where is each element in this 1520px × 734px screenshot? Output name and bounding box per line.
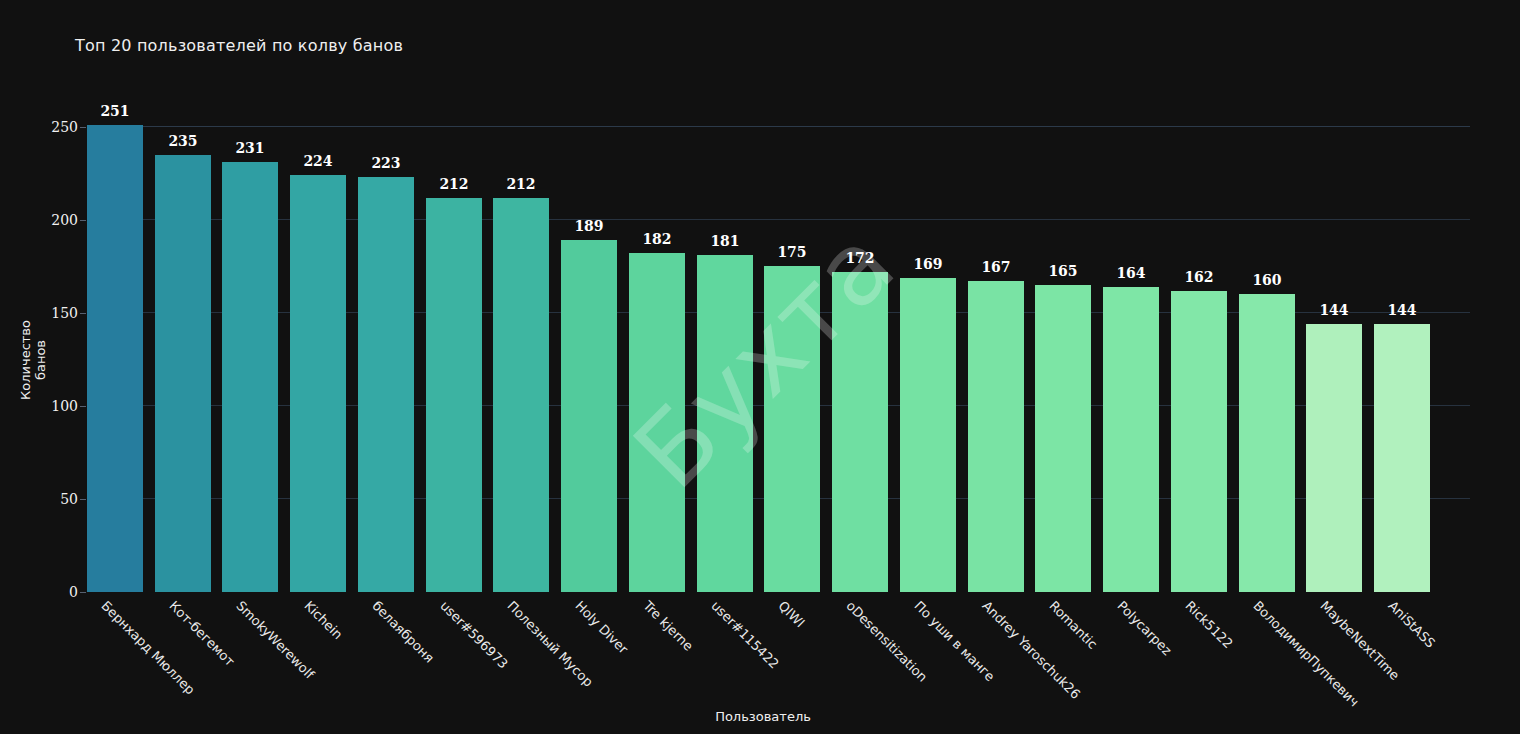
bar-16 [1171, 291, 1227, 592]
bar-value-label-9: 181 [710, 233, 739, 249]
x-tick-label-19: AniStASS [1385, 598, 1438, 651]
plot-area: 251 235 231 224 223 212 212 189 182 181 175 172 169 1… [87, 0, 1470, 592]
bar-15 [1103, 287, 1159, 592]
y-tick-label-50: 50 [34, 491, 78, 507]
bar-10 [764, 266, 820, 592]
bar-13 [968, 281, 1024, 592]
bar-value-label-15: 164 [1116, 265, 1145, 281]
bar-9 [697, 255, 753, 592]
x-tick-label-15: Polycarpez [1114, 598, 1174, 658]
x-tick-label-1: Кот-бегемот [166, 598, 237, 669]
x-tick-label-14: Romantic [1046, 598, 1100, 652]
y-tick-mark [80, 499, 86, 500]
bar-value-label-13: 167 [981, 259, 1010, 275]
x-tick-label-10: QIWI [775, 598, 807, 630]
y-tick-mark [80, 406, 86, 407]
bar-value-label-6: 212 [506, 176, 535, 192]
bar-value-label-18: 144 [1319, 302, 1348, 318]
y-tick-mark [80, 592, 86, 593]
bar-value-label-1: 235 [168, 133, 197, 149]
bar-value-label-3: 224 [303, 153, 332, 169]
bar-value-label-17: 160 [1252, 272, 1281, 288]
bar-value-label-2: 231 [235, 140, 264, 156]
y-tick-label-200: 200 [34, 212, 78, 228]
bar-2 [222, 162, 278, 592]
bar-value-label-5: 212 [439, 176, 468, 192]
y-tick-label-100: 100 [34, 398, 78, 414]
bar-value-label-12: 169 [913, 256, 942, 272]
x-tick-label-7: Holy Diver [572, 598, 631, 657]
bar-0 [87, 125, 143, 592]
bar-7 [561, 240, 617, 592]
bar-14 [1035, 285, 1091, 592]
y-tick-label-250: 250 [34, 119, 78, 135]
bar-value-label-10: 175 [777, 244, 806, 260]
bar-4 [358, 177, 414, 592]
bar-value-label-0: 251 [100, 103, 129, 119]
bar-1 [155, 155, 211, 592]
x-axis-title: Пользователь [703, 709, 823, 724]
bar-value-label-11: 172 [845, 250, 874, 266]
bar-6 [493, 198, 549, 592]
x-tick-label-16: Rick5122 [1182, 598, 1235, 651]
bar-17 [1239, 294, 1295, 592]
bar-value-label-16: 162 [1184, 269, 1213, 285]
x-tick-label-5: user#596973 [437, 598, 510, 671]
bar-18 [1306, 324, 1362, 592]
bar-value-label-19: 144 [1387, 302, 1416, 318]
bar-value-label-8: 182 [642, 231, 671, 247]
bar-value-label-7: 189 [574, 218, 603, 234]
x-tick-label-8: Tre kjerne [640, 598, 696, 654]
y-tick-label-0: 0 [34, 584, 78, 600]
bar-12 [900, 278, 956, 592]
bar-19 [1374, 324, 1430, 592]
bar-3 [290, 175, 346, 592]
y-tick-label-150: 150 [34, 305, 78, 321]
chart-canvas: Топ 20 пользователей по колву банов 2512… [0, 0, 1520, 734]
gridline-250 [87, 126, 1470, 127]
bar-11 [832, 272, 888, 592]
x-tick-label-9: user#115422 [708, 598, 781, 671]
x-tick-label-3: Kichein [301, 598, 345, 642]
x-tick-label-4: белаяброня [369, 598, 437, 666]
bar-value-label-4: 223 [371, 155, 400, 171]
bar-5 [426, 198, 482, 592]
y-tick-mark [80, 127, 86, 128]
y-tick-mark [80, 313, 86, 314]
bar-8 [629, 253, 685, 592]
y-tick-mark [80, 220, 86, 221]
bar-value-label-14: 165 [1048, 263, 1077, 279]
